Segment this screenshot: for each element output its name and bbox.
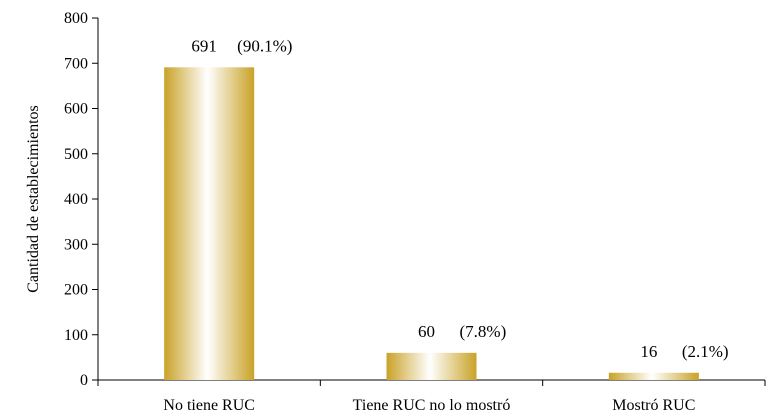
- category-label: Mostró RUC: [612, 397, 695, 414]
- percent-label: (90.1%): [237, 36, 292, 55]
- data-labels: 691 (90.1%) 60 (7.8%) 16 (2.1%): [191, 36, 728, 360]
- bars: [164, 67, 699, 380]
- y-tick-label: 400: [64, 191, 88, 208]
- bar: [608, 372, 699, 380]
- value-label: 60: [418, 322, 435, 341]
- y-tick-label: 300: [64, 236, 88, 253]
- y-tick-label: 0: [80, 372, 88, 389]
- y-tick-label: 500: [64, 146, 88, 163]
- value-label: 691: [191, 36, 217, 55]
- percent-label: (7.8%): [460, 322, 507, 341]
- value-label: 16: [640, 342, 657, 361]
- y-axis-label: Cantidad de establecimientos: [25, 105, 42, 293]
- y-tick-label: 700: [64, 55, 88, 72]
- y-tick-label: 200: [64, 282, 88, 299]
- y-axis: 0 100 200 300 400 500 600 700 800: [64, 10, 99, 389]
- x-axis: [97, 379, 766, 386]
- percent-label: (2.1%): [682, 342, 729, 361]
- bar: [164, 67, 255, 380]
- y-tick-label: 800: [64, 10, 88, 27]
- category-label: No tiene RUC: [163, 397, 255, 414]
- bar: [386, 352, 477, 380]
- y-tick-label: 100: [64, 327, 88, 344]
- category-labels: No tiene RUC Tiene RUC no lo mostró Mostró…: [163, 397, 695, 414]
- category-label: Tiene RUC no lo mostró: [353, 397, 511, 414]
- y-tick-label: 600: [64, 101, 88, 118]
